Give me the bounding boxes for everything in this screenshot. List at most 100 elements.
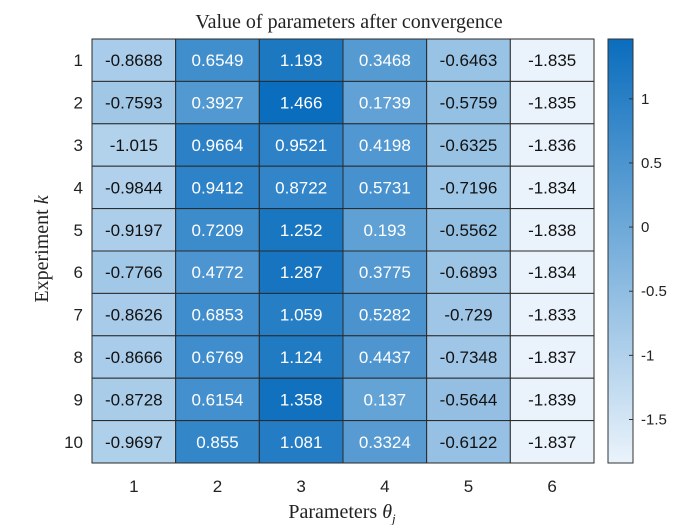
x-tick-label: 6 [547, 477, 556, 496]
cell-value-label: -0.7196 [440, 178, 498, 197]
y-tick-label: 1 [74, 51, 83, 70]
colorbar-tick-label: 0 [641, 219, 649, 236]
heatmap-cells [91, 38, 595, 464]
cell-value-label: -0.8626 [105, 306, 163, 325]
cell-value-label: -0.7593 [105, 94, 163, 113]
y-tick-label: 7 [74, 306, 83, 325]
colorbar-ticks: -1.5 -1 -0.5 0 0.5 1 [629, 91, 667, 429]
heatmap-cell [91, 420, 177, 464]
heatmap-cell [509, 250, 595, 294]
cell-value-label: -0.6325 [440, 136, 498, 155]
cell-value-label: 1.059 [280, 306, 323, 325]
cell-value-label: 1.466 [280, 94, 323, 113]
cell-value-label: 0.9664 [192, 136, 244, 155]
heatmap-cell [175, 123, 260, 167]
heatmap-cell [342, 165, 428, 210]
cell-value-label: -1.834 [528, 178, 576, 197]
heatmap-cell [258, 208, 344, 252]
cell-value-label: 0.9521 [275, 136, 327, 155]
cell-value-label: 0.5282 [359, 306, 411, 325]
heatmap-cell [426, 123, 511, 167]
x-tick-labels: 1 2 3 4 5 6 [129, 477, 557, 496]
cell-value-label: -0.7766 [105, 263, 163, 282]
cell-value-label: -1.838 [528, 221, 576, 240]
cell-value-label: 1.124 [280, 348, 323, 367]
cell-value-label: -0.8666 [105, 348, 163, 367]
heatmap-cell [91, 250, 177, 294]
heatmap-cell [426, 208, 511, 252]
cell-value-label: 0.7209 [192, 221, 244, 240]
y-tick-label: 6 [74, 263, 83, 282]
x-axis-title: Parameters θj [288, 501, 396, 525]
heatmap-cell [509, 165, 595, 210]
cell-value-label: -0.9697 [105, 433, 163, 452]
y-tick-label: 10 [64, 433, 83, 452]
cell-value-label: -0.6463 [440, 51, 498, 70]
colorbar-tick-label: -1.5 [641, 412, 667, 429]
cell-value-label: -0.9197 [105, 221, 163, 240]
cell-value-label: -0.8728 [105, 390, 163, 409]
y-tick-label: 8 [74, 348, 83, 367]
chart-title: Value of parameters after convergence [195, 11, 502, 33]
colorbar-tick-label: 0.5 [641, 155, 662, 172]
cell-value-label: -1.833 [528, 306, 576, 325]
cell-value-label: 0.6769 [192, 348, 244, 367]
heatmap-value-labels: -0.8688 0.6549 1.193 0.3468 -0.6463 -1.835 -0.… [105, 51, 576, 452]
cell-value-label: -1.015 [110, 136, 158, 155]
cell-value-label: -0.6893 [440, 263, 498, 282]
heatmap-cell [175, 420, 260, 464]
heatmap-cell [426, 165, 511, 210]
heatmap-cell [509, 123, 595, 167]
cell-value-label: 0.3775 [359, 263, 411, 282]
y-tick-label: 3 [74, 136, 83, 155]
cell-value-label: 0.3927 [192, 94, 244, 113]
x-tick-label: 1 [129, 477, 138, 496]
heatmap-cell [258, 377, 344, 422]
heatmap-cell [426, 377, 511, 422]
cell-value-label: -1.839 [528, 390, 576, 409]
cell-value-label: -1.835 [528, 94, 576, 113]
heatmap-cell [509, 208, 595, 252]
heatmap-cell [509, 80, 595, 125]
heatmap-cell [509, 420, 595, 464]
cell-value-label: 0.4198 [359, 136, 411, 155]
cell-value-label: 0.193 [364, 221, 407, 240]
heatmap-cell [426, 335, 511, 379]
y-axis-title: Experiment k [31, 194, 53, 302]
heatmap-cell [258, 165, 344, 210]
cell-value-label: -0.9844 [105, 178, 163, 197]
cell-value-label: -0.7348 [440, 348, 498, 367]
heatmap-cell [175, 377, 260, 422]
y-tick-labels: 1 2 3 4 5 6 7 8 9 10 [64, 51, 83, 452]
heatmap-cell [342, 335, 428, 379]
heatmap-cell [342, 208, 428, 252]
y-tick-label: 2 [74, 94, 83, 113]
heatmap-cell [509, 335, 595, 379]
cell-value-label: -1.837 [528, 348, 576, 367]
x-tick-label: 5 [464, 477, 473, 496]
heatmap-cell [175, 80, 260, 125]
heatmap-cell [258, 38, 344, 82]
cell-value-label: 1.252 [280, 221, 323, 240]
cell-value-label: 0.3324 [359, 433, 411, 452]
heatmap-cell [509, 377, 595, 422]
colorbar-tick-label: 1 [641, 91, 649, 108]
y-tick-label: 4 [74, 178, 83, 197]
heatmap-cell [91, 377, 177, 422]
cell-value-label: 0.6853 [192, 306, 244, 325]
cell-value-label: -1.835 [528, 51, 576, 70]
heatmap-cell [258, 420, 344, 464]
heatmap-cell [91, 292, 177, 337]
x-tick-label: 4 [380, 477, 389, 496]
colorbar [607, 38, 634, 464]
heatmap-cell [426, 420, 511, 464]
cell-value-label: -0.5562 [440, 221, 498, 240]
cell-value-label: 0.855 [196, 433, 239, 452]
cell-value-label: 0.4437 [359, 348, 411, 367]
heatmap-cell [342, 80, 428, 125]
heatmap-cell [91, 208, 177, 252]
heatmap-cell [258, 335, 344, 379]
cell-value-label: -0.5644 [440, 390, 498, 409]
